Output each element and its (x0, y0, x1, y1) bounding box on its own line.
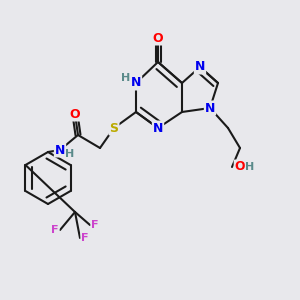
Text: O: O (70, 107, 80, 121)
Text: F: F (81, 233, 89, 243)
Text: N: N (55, 143, 65, 157)
Text: O: O (153, 32, 163, 44)
Text: S: S (110, 122, 118, 134)
Text: N: N (153, 122, 163, 134)
Text: F: F (51, 225, 59, 235)
Text: O: O (235, 160, 245, 173)
Text: N: N (205, 101, 215, 115)
Text: H: H (245, 162, 255, 172)
Text: H: H (65, 149, 75, 159)
Text: N: N (195, 61, 205, 74)
Text: H: H (122, 73, 130, 83)
Text: F: F (91, 220, 99, 230)
Text: N: N (131, 76, 141, 89)
